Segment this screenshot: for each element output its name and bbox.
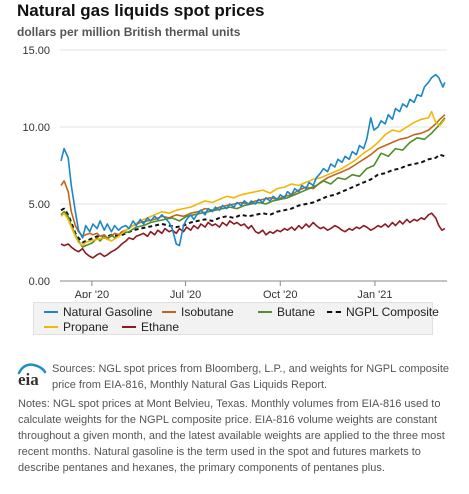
series-line-propane bbox=[60, 110, 446, 247]
legend-swatch-icon bbox=[44, 326, 58, 328]
y-tick-label: 0.00 bbox=[29, 276, 50, 288]
legend-item-isobutane[interactable]: Isobutane bbox=[162, 305, 234, 319]
series-lines bbox=[60, 73, 446, 259]
eia-logo-icon: eia bbox=[17, 363, 47, 389]
legend-swatch-icon bbox=[122, 326, 136, 328]
legend-label: Isobutane bbox=[181, 305, 234, 319]
gridlines bbox=[60, 49, 447, 282]
y-tick-label: 10.00 bbox=[22, 122, 50, 134]
y-axis-ticks: 15.00 10.00 5.00 0.00 bbox=[22, 45, 50, 288]
x-tick-label: Apr '20 bbox=[75, 289, 110, 298]
legend-item-ngpl-composite[interactable]: NGPL Composite bbox=[327, 305, 439, 319]
series-line-ethane bbox=[60, 212, 446, 259]
legend-label: Butane bbox=[277, 305, 316, 319]
notes-text: Notes: NGL spot prices at Mont Belvieu, … bbox=[18, 398, 445, 474]
series-line-ngpl-composite bbox=[60, 153, 446, 244]
legend-swatch-icon bbox=[44, 311, 58, 313]
y-tick-label: 5.00 bbox=[29, 199, 50, 211]
legend-item-ethane[interactable]: Ethane bbox=[122, 320, 179, 334]
chart-legend: Natural Gasoline Isobutane Butane NGPL C… bbox=[33, 302, 439, 335]
sources-note: Sources: NGL spot prices from Bloomberg,… bbox=[52, 363, 449, 391]
legend-label: Natural Gasoline bbox=[63, 305, 153, 319]
x-tick-label: Jul '20 bbox=[170, 289, 201, 298]
chart-title: Natural gas liquids spot prices bbox=[17, 1, 265, 20]
legend-label: Ethane bbox=[141, 320, 180, 334]
series-line-natural-gasoline bbox=[60, 73, 446, 247]
y-tick-label: 15.00 bbox=[22, 45, 50, 57]
logo-text: eia bbox=[18, 370, 39, 389]
legend-label: Propane bbox=[63, 320, 109, 334]
legend-item-propane[interactable]: Propane bbox=[44, 320, 108, 334]
legend-swatch-icon bbox=[258, 311, 272, 313]
x-tick-label: Oct '20 bbox=[263, 289, 298, 298]
x-axis-ticks: Apr '20 Jul '20 Oct '20 Jan '21 bbox=[75, 281, 393, 298]
legend-swatch-icon bbox=[327, 311, 341, 313]
legend-item-natural-gasoline[interactable]: Natural Gasoline bbox=[44, 305, 152, 319]
x-tick-label: Jan '21 bbox=[357, 289, 392, 298]
line-chart: 15.00 10.00 5.00 0.00 Apr '20 Jul '20 Oct '20… bbox=[22, 45, 447, 298]
legend-swatch-icon bbox=[162, 311, 176, 313]
legend-item-butane[interactable]: Butane bbox=[258, 305, 315, 319]
chart-subtitle: dollars per million British thermal unit… bbox=[17, 25, 241, 39]
legend-label: NGPL Composite bbox=[346, 305, 439, 319]
